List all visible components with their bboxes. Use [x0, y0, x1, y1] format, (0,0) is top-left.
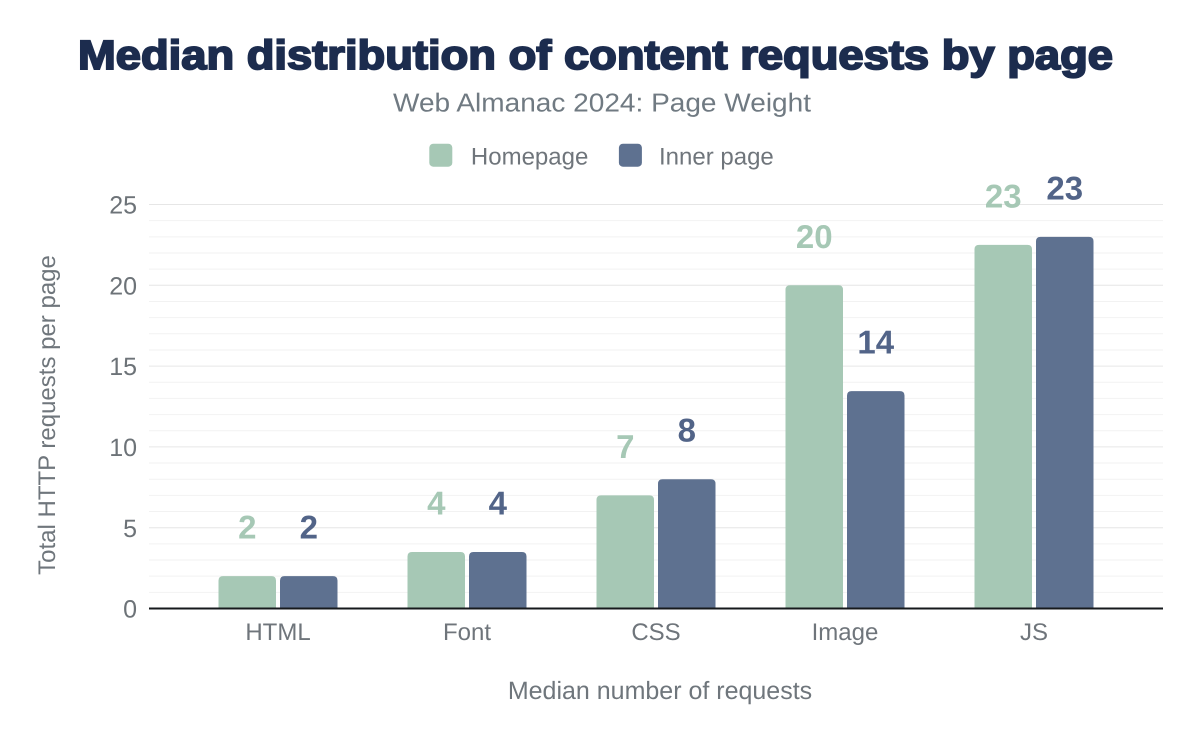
- svg-text:15: 15: [109, 353, 137, 381]
- svg-text:23: 23: [985, 177, 1022, 214]
- svg-text:25: 25: [109, 192, 137, 220]
- svg-text:20: 20: [796, 218, 833, 255]
- svg-text:Median number of requests: Median number of requests: [508, 677, 812, 705]
- svg-text:4: 4: [427, 484, 446, 521]
- svg-text:2: 2: [300, 509, 318, 546]
- svg-text:HTML: HTML: [245, 619, 310, 646]
- svg-text:Homepage: Homepage: [471, 144, 588, 171]
- svg-text:Web Almanac 2024: Page Weight: Web Almanac 2024: Page Weight: [393, 88, 812, 118]
- svg-text:5: 5: [123, 515, 137, 543]
- svg-text:Font: Font: [443, 619, 491, 646]
- svg-text:23: 23: [1046, 169, 1083, 206]
- svg-text:8: 8: [678, 412, 696, 449]
- svg-text:CSS: CSS: [631, 619, 680, 646]
- svg-text:Image: Image: [812, 619, 879, 646]
- svg-text:JS: JS: [1020, 619, 1048, 646]
- svg-text:2: 2: [238, 509, 256, 546]
- svg-text:Median distribution of content: Median distribution of content requests …: [78, 32, 1113, 78]
- svg-text:Total HTTP requests per page: Total HTTP requests per page: [34, 255, 61, 575]
- svg-text:20: 20: [109, 272, 137, 300]
- svg-text:4: 4: [489, 484, 508, 521]
- svg-text:14: 14: [857, 324, 894, 361]
- svg-text:7: 7: [616, 428, 634, 465]
- svg-text:Inner page: Inner page: [659, 144, 774, 171]
- svg-text:10: 10: [109, 434, 137, 462]
- svg-text:0: 0: [123, 596, 137, 624]
